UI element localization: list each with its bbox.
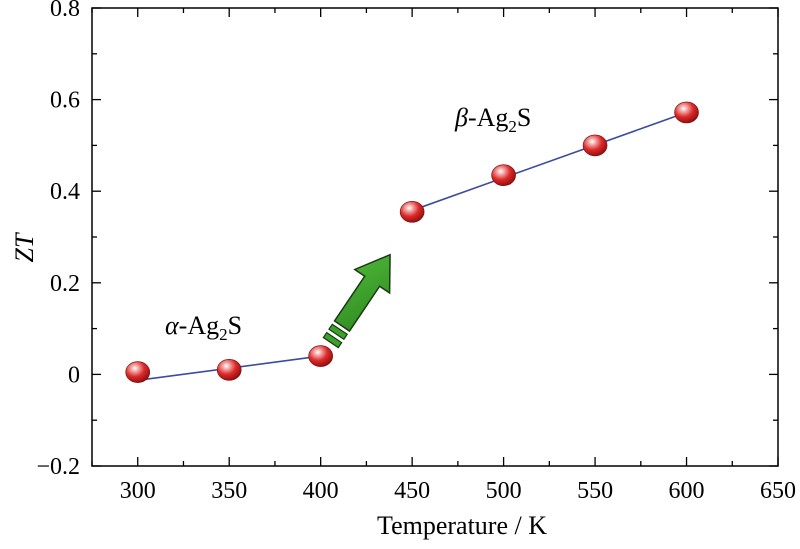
y-tick-label: 0.2 [50,271,80,297]
data-point-beta [491,164,516,186]
x-tick-label: 600 [669,478,705,504]
beta-phase-label: β-Ag2S [454,103,531,136]
alpha-phase-label: α-Ag2S [165,311,242,344]
data-point-alpha [308,345,333,367]
y-axis-title: ZT [10,232,39,262]
data-point-beta [582,134,608,157]
y-tick-label: 0.6 [50,88,80,114]
y-tick-label: −0.2 [36,454,80,480]
x-tick-label: 350 [211,478,247,504]
data-point-beta [399,201,425,223]
x-tick-label: 650 [760,478,796,504]
data-point-alpha [125,361,151,383]
data-points [125,101,699,383]
x-tick-label: 300 [120,478,156,504]
transition-arrow [322,253,391,349]
y-tick-label: 0.8 [50,0,80,22]
x-tick-label: 450 [394,478,430,504]
x-axis-title: Temperature / K [377,511,547,540]
x-tick-label: 550 [577,478,613,504]
x-tick-label: 400 [303,478,339,504]
y-tick-label: 0 [68,362,80,388]
x-tick-label: 500 [486,478,522,504]
plot-frame [91,7,779,467]
y-tick-label: 0.4 [50,179,80,205]
fit-line-beta [411,111,687,212]
axis-ticks: 300 350 400 450 500 550 600 650 −0.2 0 0.2 0.4 0.6 0.… [36,0,796,504]
data-point-beta [674,101,699,124]
data-point-alpha [216,359,242,381]
